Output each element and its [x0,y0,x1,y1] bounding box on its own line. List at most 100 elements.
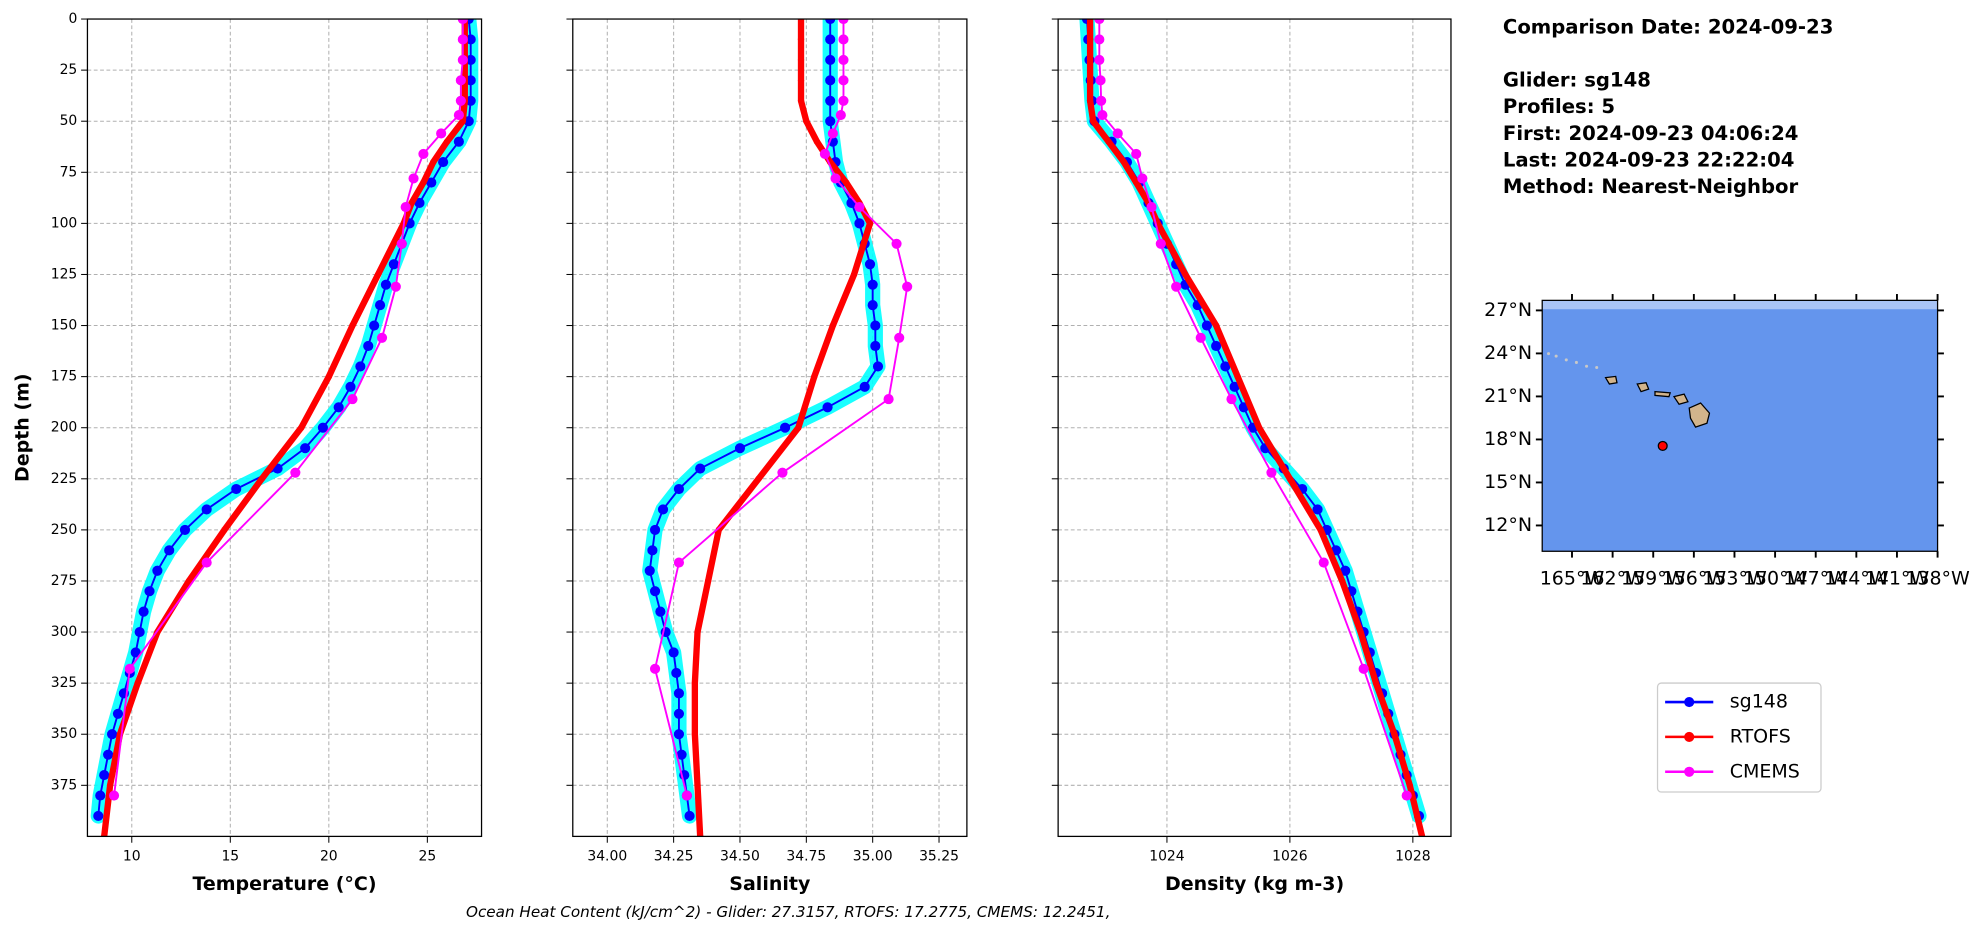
y-tick-label: 200 [51,420,78,436]
profile-marker [825,54,836,65]
profile-marker [1120,158,1128,166]
atoll [1554,354,1558,358]
atoll [1585,364,1589,368]
profile-marker [1086,36,1094,43]
profile-marker [457,54,468,65]
profile-marker [93,810,104,822]
map-y-tick-label: 18°N [1484,428,1532,450]
legend-label: RTOFS [1730,725,1791,747]
profile-marker [1105,138,1112,145]
profile-marker [376,332,388,343]
profile-marker [333,402,344,413]
island [1688,402,1711,428]
profile-marker [867,300,878,311]
profile-marker [1418,833,1426,837]
profile-marker [830,173,841,184]
info-line: Glider: sg148 [1503,69,1651,92]
map: 165°W162°W159°W156°W153°W150°W147°W144°W… [1484,294,1970,590]
profile-marker [827,128,838,139]
info-line: Profiles: 5 [1503,95,1615,118]
profile-marker [1095,75,1106,86]
profile-marker [1372,679,1380,687]
profile-marker [825,75,836,86]
profile-marker [1229,381,1240,392]
x-tick-label: 15 [221,849,239,865]
y-tick-label: 150 [51,318,78,334]
profile-marker [124,663,135,674]
atoll [1547,352,1551,356]
map-x-tick-label: 165°W [1540,568,1605,590]
island [1636,382,1650,393]
profile-marker [108,790,120,801]
map-islands [1547,352,1711,428]
profile-marker [101,833,108,837]
x-tick-label: 1026 [1272,849,1307,865]
profile-marker [649,663,661,674]
profile-marker [1112,128,1123,139]
x-tick-label: 1028 [1395,849,1430,865]
profile-marker [438,157,449,168]
profile-marker [864,259,876,270]
axes-frame [86,18,483,838]
profile-marker [349,322,356,329]
profile-marker [355,361,366,372]
glider-location [1657,440,1668,451]
profile-marker [465,95,476,106]
profile-marker [1255,424,1263,431]
map-x-tick-label: 162°W [1580,568,1645,590]
profile-marker [363,340,374,352]
profile-line [97,19,472,817]
profile-marker [797,19,805,23]
profile-marker [459,118,466,125]
profile-marker [396,238,407,249]
profile-marker [455,75,466,86]
x-tick-label: 20 [320,849,338,865]
x-tick-label: 34.50 [720,849,760,865]
map-y-tick-label: 12°N [1484,514,1532,536]
info-line: Method: Nearest-Neighbor [1503,175,1799,198]
profile-marker [465,34,476,45]
profile-marker [655,606,666,617]
profile-marker [813,138,821,145]
profile-marker [1086,77,1094,84]
y-tick-label: 225 [51,471,78,487]
profile-marker [1226,394,1237,405]
map-x-tick-label: 138°W [1905,568,1970,590]
profile-marker [457,34,468,45]
profile-marker [1340,565,1351,576]
info-line: Last: 2024-09-23 22:22:04 [1503,148,1794,171]
profile-marker [859,381,870,392]
atoll [1595,366,1599,370]
y-tick-label: 325 [51,675,78,691]
map-y-tick-label: 27°N [1484,299,1532,321]
island [1672,393,1689,406]
profile-marker [1211,340,1222,352]
profile-marker [673,729,685,740]
profile-marker [179,524,191,535]
map-x-tick-label: 159°W [1621,568,1686,590]
profile-marker [107,729,118,740]
profile-marker [780,422,791,433]
profile-marker [317,422,328,433]
profile-marker [201,557,212,568]
map-y-tick-label: 24°N [1484,342,1532,364]
profile-marker [803,118,810,125]
profile-marker [673,483,685,495]
profile-marker [1338,577,1346,585]
map-x-tick-label: 141°W [1865,568,1930,590]
profile-marker [325,373,332,380]
profile-panel: 1024 1026 1028 Density (kg m-3) [1051,18,1452,895]
x-tick-label: 1024 [1149,849,1185,865]
x-tick-label: 35.25 [919,849,959,865]
profile-marker [300,443,311,454]
profile-marker [1212,322,1220,329]
profile-marker [838,54,849,65]
profile-marker [400,201,411,213]
profile-marker [95,790,106,801]
map-x-tick-label: 150°W [1743,568,1808,590]
x-tick-label: 35.00 [853,849,893,865]
profile-marker [797,97,805,104]
profile-marker [1220,361,1231,372]
legend-marker [1684,697,1695,708]
